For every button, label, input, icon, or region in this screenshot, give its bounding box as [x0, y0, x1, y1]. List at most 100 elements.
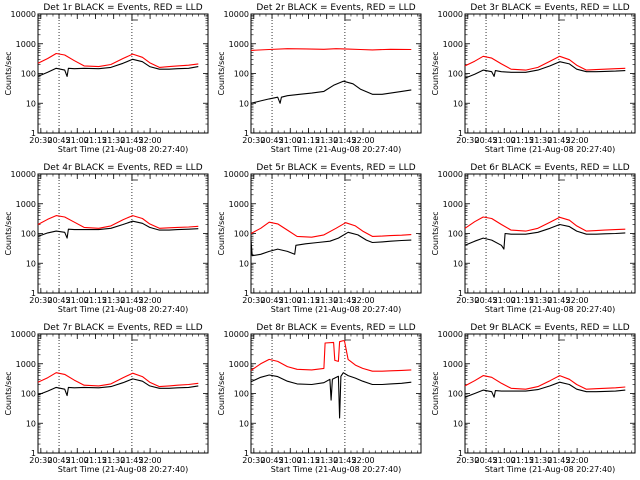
y-axis-label: Counts/sec [431, 371, 440, 415]
x-tick-label: 21:30 [529, 136, 552, 145]
y-tick-label: 10 [26, 419, 36, 428]
panel-title: Det 4r BLACK = Events, RED = LLD [43, 163, 202, 173]
x-tick-label: 21:00 [493, 136, 516, 145]
y-tick-label: 1000 [229, 200, 249, 209]
x-tick-label: 21:30 [529, 296, 552, 305]
x-tick-label: 21:45 [333, 296, 356, 305]
x-tick-label: 20:30 [242, 296, 265, 305]
x-tick-label: 21:00 [493, 456, 516, 465]
y-tick-label: 100 [234, 70, 249, 79]
y-tick-label: 10 [453, 99, 463, 108]
segment-marker [558, 174, 565, 181]
x-axis-label: Start Time (21-Aug-08 20:27:40) [271, 145, 402, 154]
panel-title: Det 1r BLACK = Events, RED = LLD [43, 3, 202, 13]
x-tick-label: 22:00 [139, 136, 162, 145]
lld-rate-line [250, 48, 412, 51]
x-tick-label: 21:45 [333, 136, 356, 145]
plot-svg: Det 4r BLACK = Events, RED = LLD 1 10 100 10… [4, 163, 209, 314]
y-axis-label: Counts/sec [4, 51, 13, 95]
x-tick-label: 22:00 [352, 136, 375, 145]
y-tick-label: 100 [234, 390, 249, 399]
y-tick-label: 10 [239, 259, 249, 268]
x-tick-label: 22:00 [139, 296, 162, 305]
y-tick-label: 10 [453, 259, 463, 268]
segment-marker [131, 14, 138, 21]
y-tick-label: 1 [244, 289, 249, 298]
x-tick-label: 21:45 [120, 456, 143, 465]
y-tick-label: 100 [234, 230, 249, 239]
lld-rate-line [250, 340, 412, 372]
x-tick-label: 21:00 [66, 296, 89, 305]
y-tick-label: 100 [21, 230, 36, 239]
events-rate-line [464, 223, 626, 250]
panel-title: Det 5r BLACK = Events, RED = LLD [256, 163, 415, 173]
segment-marker [131, 174, 138, 181]
y-tick-label: 10 [453, 419, 463, 428]
events-rate-line [37, 220, 199, 239]
y-tick-label: 10 [26, 259, 36, 268]
x-tick-label: 22:00 [566, 136, 589, 145]
x-tick-label: 21:00 [279, 136, 302, 145]
x-tick-label: 21:30 [102, 136, 125, 145]
x-tick-label: 21:45 [120, 136, 143, 145]
y-axis-label: Counts/sec [217, 371, 226, 415]
x-tick-label: 21:15 [297, 456, 320, 465]
x-axis-label: Start Time (21-Aug-08 20:27:40) [58, 305, 189, 314]
y-tick-label: 10000 [438, 170, 463, 179]
y-tick-label: 10000 [11, 170, 36, 179]
y-tick-label: 100 [448, 70, 463, 79]
x-tick-label: 20:45 [475, 136, 498, 145]
plot-svg: Det 2r BLACK = Events, RED = LLD 1 10 100 10… [217, 3, 422, 154]
y-tick-label: 1 [31, 289, 36, 298]
detector-panel: Det 4r BLACK = Events, RED = LLD 1 10 100 10… [0, 160, 213, 320]
x-tick-label: 20:30 [242, 456, 265, 465]
panel-title: Det 6r BLACK = Events, RED = LLD [470, 163, 629, 173]
x-tick-label: 20:30 [29, 456, 52, 465]
x-tick-label: 21:15 [511, 296, 534, 305]
plot-svg: Det 9r BLACK = Events, RED = LLD 1 10 100 10… [431, 323, 636, 474]
y-tick-label: 1000 [229, 40, 249, 49]
plot-frame [37, 173, 209, 294]
x-axis-label: Start Time (21-Aug-08 20:27:40) [58, 145, 189, 154]
x-tick-label: 21:00 [66, 456, 89, 465]
plot-frame [464, 13, 636, 134]
x-tick-label: 22:00 [566, 456, 589, 465]
plot-svg: Det 6r BLACK = Events, RED = LLD 1 10 100 10… [431, 163, 636, 314]
y-tick-label: 1000 [16, 360, 36, 369]
events-rate-line [37, 58, 199, 77]
y-tick-label: 10000 [224, 10, 249, 19]
x-axis-label: Start Time (21-Aug-08 20:27:40) [58, 465, 189, 474]
y-axis-label: Counts/sec [217, 51, 226, 95]
x-tick-label: 20:30 [456, 136, 479, 145]
x-tick-label: 21:30 [102, 456, 125, 465]
y-axis-label: Counts/sec [431, 211, 440, 255]
segment-marker [344, 14, 351, 21]
y-axis-label: Counts/sec [4, 371, 13, 415]
events-rate-line [250, 80, 412, 104]
y-tick-label: 1000 [16, 40, 36, 49]
x-tick-label: 21:15 [511, 456, 534, 465]
y-tick-label: 10000 [438, 10, 463, 19]
x-tick-label: 21:15 [297, 296, 320, 305]
lld-rate-line [37, 52, 199, 68]
y-tick-label: 1 [244, 449, 249, 458]
plot-svg: Det 5r BLACK = Events, RED = LLD 1 10 100 10… [217, 163, 422, 314]
y-tick-label: 1000 [16, 200, 36, 209]
y-tick-label: 10000 [11, 330, 36, 339]
x-tick-label: 20:45 [261, 456, 284, 465]
plot-frame [37, 13, 209, 134]
plot-frame [250, 173, 422, 294]
x-axis-label: Start Time (21-Aug-08 20:27:40) [485, 145, 616, 154]
lld-rate-line [37, 372, 199, 388]
segment-marker [558, 14, 565, 21]
lld-rate-line [464, 375, 626, 390]
x-tick-label: 21:30 [529, 456, 552, 465]
y-tick-label: 1 [31, 129, 36, 138]
plot-svg: Det 7r BLACK = Events, RED = LLD 1 10 100 10… [4, 323, 209, 474]
y-tick-label: 10000 [438, 330, 463, 339]
x-tick-label: 22:00 [352, 456, 375, 465]
x-axis-label: Start Time (21-Aug-08 20:27:40) [485, 465, 616, 474]
y-tick-label: 10 [239, 99, 249, 108]
panel-title: Det 9r BLACK = Events, RED = LLD [470, 323, 629, 333]
